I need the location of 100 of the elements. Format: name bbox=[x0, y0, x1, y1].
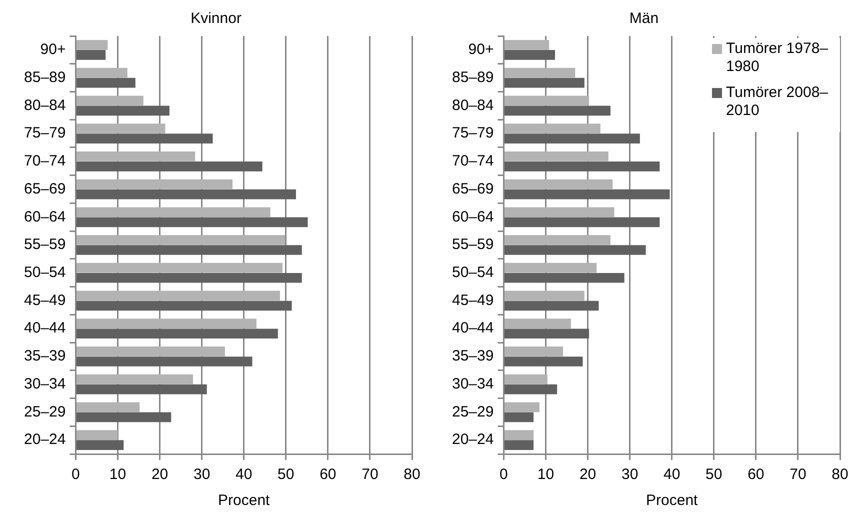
bar bbox=[76, 106, 170, 116]
bar bbox=[76, 328, 278, 339]
bar bbox=[76, 235, 286, 245]
bar bbox=[504, 68, 576, 78]
bar bbox=[76, 402, 140, 412]
bar bbox=[504, 207, 614, 218]
bar bbox=[504, 106, 610, 116]
bar bbox=[504, 78, 584, 88]
y-tick-label: 55–59 bbox=[24, 236, 66, 254]
bar bbox=[504, 235, 610, 245]
bar bbox=[76, 189, 296, 200]
y-tick-label: 75–79 bbox=[24, 124, 66, 142]
bar bbox=[76, 262, 283, 273]
x-axis-title: Procent bbox=[218, 492, 271, 510]
bar bbox=[504, 300, 599, 311]
bar bbox=[76, 217, 308, 228]
x-tick-label: 50 bbox=[706, 466, 722, 484]
x-tick-label: 30 bbox=[621, 466, 638, 484]
x-tick-label: 80 bbox=[404, 466, 420, 484]
y-tick-label: 85–89 bbox=[452, 68, 494, 86]
bar bbox=[504, 346, 563, 356]
bar bbox=[76, 412, 172, 422]
bar bbox=[504, 272, 624, 283]
bar bbox=[504, 162, 660, 172]
bar bbox=[504, 318, 571, 328]
x-tick-label: 40 bbox=[664, 466, 680, 484]
y-tick-label: 45–49 bbox=[452, 292, 494, 309]
y-tick-label: 65–69 bbox=[452, 180, 494, 198]
y-tick-label: 30–34 bbox=[452, 375, 494, 392]
y-tick-label: 80–84 bbox=[452, 96, 494, 114]
x-tick-label: 30 bbox=[193, 466, 210, 484]
x-tick-label: 40 bbox=[236, 466, 252, 484]
x-tick-label: 80 bbox=[832, 466, 848, 484]
y-tick-label: 30–34 bbox=[24, 375, 66, 392]
y-tick-label: 75–79 bbox=[452, 124, 494, 142]
y-tick-label: 70–74 bbox=[452, 152, 494, 170]
legend-label: Tumörer 1978–1980 bbox=[726, 40, 829, 76]
y-tick-label: 70–74 bbox=[24, 152, 66, 170]
bar bbox=[504, 189, 670, 200]
bar bbox=[76, 384, 207, 394]
y-tick-label: 35–39 bbox=[452, 348, 494, 365]
bar bbox=[504, 50, 555, 60]
bar bbox=[76, 124, 166, 134]
bar bbox=[76, 207, 270, 218]
bar bbox=[504, 134, 640, 144]
bar bbox=[504, 245, 646, 255]
y-tick-label: 85–89 bbox=[24, 68, 66, 86]
y-tick-label: 60–64 bbox=[24, 208, 66, 226]
y-tick-label: 25–29 bbox=[452, 403, 494, 420]
bar bbox=[504, 290, 584, 301]
y-tick-label: 50–54 bbox=[452, 264, 494, 282]
bar bbox=[76, 374, 193, 384]
bar bbox=[76, 300, 292, 311]
bar bbox=[76, 96, 144, 106]
x-tick-label: 60 bbox=[320, 466, 336, 484]
y-tick-label: 20–24 bbox=[452, 431, 494, 448]
bar bbox=[76, 151, 196, 162]
x-tick-label: 0 bbox=[500, 466, 508, 484]
x-tick-label: 60 bbox=[748, 466, 764, 484]
y-tick-label: 45–49 bbox=[24, 292, 66, 309]
bar bbox=[76, 134, 213, 144]
y-tick-label: 35–39 bbox=[24, 348, 66, 365]
bar bbox=[504, 402, 540, 412]
y-tick-label: 90+ bbox=[40, 41, 66, 58]
bar bbox=[504, 179, 613, 190]
bar bbox=[504, 124, 600, 134]
bar bbox=[76, 430, 118, 440]
bar bbox=[504, 262, 597, 273]
bar bbox=[504, 96, 590, 106]
y-tick-label: 40–44 bbox=[24, 320, 66, 337]
y-tick-label: 50–54 bbox=[24, 264, 66, 282]
bar bbox=[504, 384, 558, 394]
bar bbox=[76, 318, 256, 328]
bar bbox=[504, 217, 660, 228]
x-tick-label: 10 bbox=[109, 466, 126, 484]
bar bbox=[76, 245, 302, 255]
bar bbox=[504, 356, 583, 366]
bar bbox=[504, 412, 534, 422]
x-tick-label: 70 bbox=[362, 466, 378, 484]
bar bbox=[76, 40, 108, 50]
bar bbox=[76, 50, 106, 60]
bar bbox=[504, 151, 608, 162]
x-tick-label: 10 bbox=[537, 466, 554, 484]
bar bbox=[504, 440, 534, 450]
bar bbox=[76, 272, 302, 283]
y-tick-label: 20–24 bbox=[24, 431, 66, 448]
bar bbox=[76, 440, 124, 450]
bar bbox=[76, 68, 128, 78]
bar bbox=[76, 179, 233, 190]
x-tick-label: 20 bbox=[151, 466, 168, 484]
bar bbox=[76, 290, 280, 301]
bar bbox=[76, 356, 252, 366]
bar bbox=[504, 374, 548, 384]
bar bbox=[504, 328, 590, 339]
bar bbox=[76, 162, 262, 172]
x-tick-label: 50 bbox=[278, 466, 294, 484]
bar bbox=[504, 40, 550, 50]
x-tick-label: 20 bbox=[579, 466, 596, 484]
y-tick-label: 25–29 bbox=[24, 403, 66, 420]
bar bbox=[76, 346, 225, 356]
